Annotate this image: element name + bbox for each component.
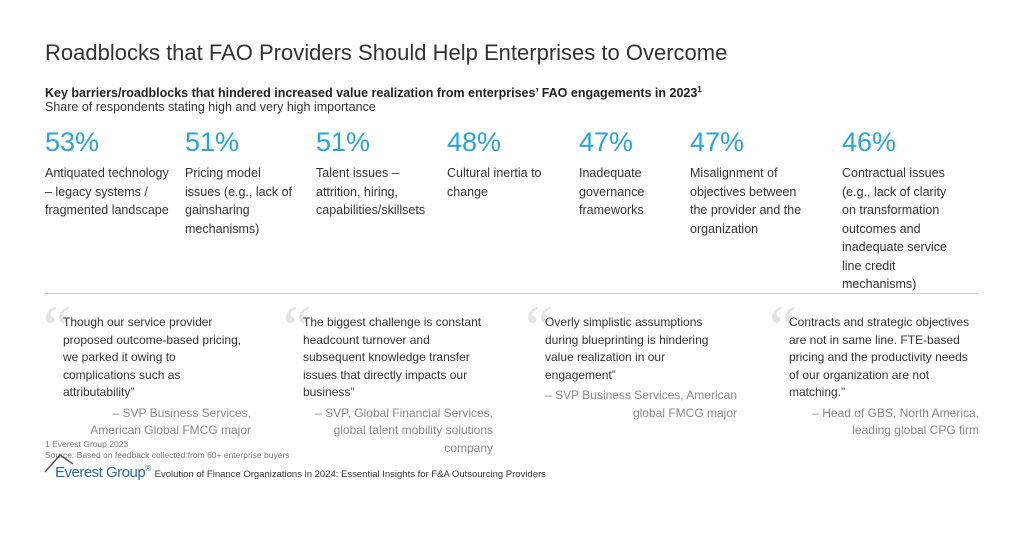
stat-value: 51% [316,127,371,157]
stat-value: 48% [447,127,502,157]
quote-card: “Contracts and strategic objectives are … [769,296,979,440]
stat-item: 51% Talent issues – attrition, hiring, ca… [316,126,436,220]
divider [45,293,978,294]
stat-value: 47% [579,127,634,157]
stat-item: 47% Misalignment of objectives between th… [690,126,815,238]
stat-label: Misalignment of objectives between the p… [690,166,802,236]
everest-group-logo: Everest Group® [44,454,151,482]
stat-item: 46% Contractual issues (e.g., lack of cla… [842,126,962,294]
quote-text: Overly simplistic assumptions during blu… [545,315,709,382]
logo-name: Everest Group [55,464,146,481]
footer: Everest Group® Evolution of Finance Orga… [44,454,546,482]
quote-card: “Though our service provider proposed ou… [43,296,251,440]
footnote-marker: 1 [697,85,702,94]
quote-card: “The biggest challenge is constant headc… [283,296,493,457]
stat-label: Talent issues – attrition, hiring, capab… [316,166,426,217]
stat-item: 48% Cultural inertia to change [447,126,557,201]
quote-attribution: – SVP Business Services, American global… [545,388,737,420]
quote-text: The biggest challenge is constant headco… [303,315,482,399]
quote-mark-icon: “ [283,292,312,363]
registered-mark: ® [145,464,151,473]
quote-mark-icon: “ [43,292,72,363]
report-title: Evolution of Finance Organizations in 20… [154,469,546,480]
subtitle-text: Key barriers/roadblocks that hindered in… [45,86,698,101]
stat-label: Contractual issues (e.g., lack of clarit… [842,166,947,291]
stat-item: 47% Inadequate governance frameworks [579,126,669,220]
quote-mark-icon: “ [769,292,798,363]
source-note: Source: Based on feedback collected from… [45,450,290,460]
mountain-logo-icon [44,454,74,473]
page-title: Roadblocks that FAO Providers Should Hel… [45,40,728,65]
stat-item: 51% Pricing model issues (e.g., lack of g… [185,126,295,238]
stat-label: Pricing model issues (e.g., lack of gain… [185,166,292,236]
footnote: 1 Everest Group 2023 [45,439,129,449]
stat-label: Antiquated technology – legacy systems /… [45,166,169,217]
stat-item: 53% Antiquated technology – legacy system… [45,126,170,220]
quote-card: “Overly simplistic assumptions during bl… [525,296,737,422]
logo-text: Everest Group® [55,464,151,481]
quote-text: Though our service provider proposed out… [63,315,242,399]
stat-value: 47% [690,127,745,157]
quote-attribution: – SVP Business Services, American Global… [90,405,251,438]
stat-label: Cultural inertia to change [447,166,542,199]
stat-value: 46% [842,127,897,157]
quote-attribution: – SVP, Global Financial Services, global… [315,405,493,455]
stat-label: Inadequate governance frameworks [579,166,645,217]
quote-text: Contracts and strategic objectives are n… [789,315,970,399]
quote-mark-icon: “ [525,292,554,363]
subtitle: Key barriers/roadblocks that hindered in… [45,85,702,100]
quote-attribution: – Head of GBS, North America, leading gl… [812,405,979,438]
subtitle-secondary: Share of respondents stating high and ve… [45,100,376,114]
stat-value: 51% [185,127,240,157]
stat-value: 53% [45,127,100,157]
